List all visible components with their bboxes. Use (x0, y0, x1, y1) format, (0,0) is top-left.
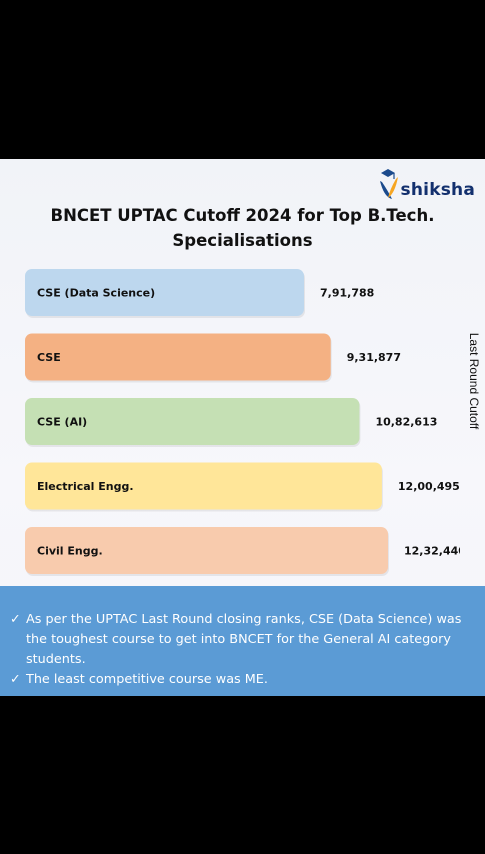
category-label-cse-ai: CSE (AI) (37, 416, 87, 429)
bar-electrical-engg (25, 462, 382, 510)
brand-name: shiksha (400, 180, 475, 200)
value-label-cse-data-science: 7,91,788 (320, 287, 374, 300)
bar-group-electrical-engg: Electrical Engg. 12,00,495 (25, 462, 460, 512)
bar-cse-data-science (25, 269, 304, 316)
value-label-civil-engg: 12,32,440 (404, 545, 460, 558)
brand-logo: shiksha (378, 167, 475, 201)
value-label-cse-ai: 10,82,613 (375, 416, 437, 429)
value-label-electrical-engg: 12,00,495 (398, 480, 460, 493)
chart-title-line-1: BNCET UPTAC Cutoff 2024 for Top B.Tech. (50, 206, 435, 225)
check-icon: ✓ (10, 612, 21, 627)
note-item-2: ✓ The least competitive course was ME. (10, 670, 475, 690)
notes-panel: ✓ As per the UPTAC Last Round closing ra… (0, 586, 485, 696)
category-label-cse-data-science: CSE (Data Science) (37, 287, 155, 300)
value-label-cse: 9,31,877 (347, 351, 401, 364)
note-text-2: The least competitive course was ME. (26, 672, 268, 687)
note-item-1: ✓ As per the UPTAC Last Round closing ra… (10, 610, 475, 670)
bar-group-cse: CSE 9,31,877 (25, 333, 401, 383)
chart-title: BNCET UPTAC Cutoff 2024 for Top B.Tech. … (0, 203, 485, 253)
bar-group-cse-ai: CSE (AI) 10,82,613 (25, 398, 437, 447)
bar-cse (25, 333, 331, 381)
axis-label: Last Round Cutoff (467, 332, 481, 430)
category-label-civil-engg: Civil Engg. (37, 545, 103, 558)
graduate-icon (378, 167, 400, 201)
chart-title-line-2: Specialisations (172, 231, 313, 250)
note-text-1: As per the UPTAC Last Round closing rank… (26, 612, 462, 667)
category-label-cse: CSE (37, 351, 61, 364)
bar-group-cse-data-science: CSE (Data Science) 7,91,788 (25, 269, 374, 318)
bar-cse-ai (25, 398, 360, 445)
infographic-card: shiksha BNCET UPTAC Cutoff 2024 for Top … (0, 159, 485, 696)
bar-civil-engg (25, 527, 388, 574)
category-label-electrical-engg: Electrical Engg. (37, 480, 134, 493)
axis-label-container: Last Round Cutoff (464, 331, 484, 431)
bar-group-civil-engg: Civil Engg. 12,32,440 (25, 527, 460, 576)
check-icon: ✓ (10, 672, 21, 687)
